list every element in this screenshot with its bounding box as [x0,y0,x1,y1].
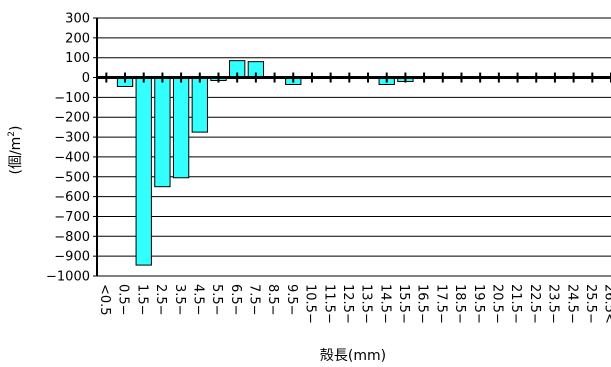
y-tick-label: −900 [54,250,90,265]
x-tick-label: 12.5− [340,284,355,324]
y-tick-label: 0 [82,71,90,86]
x-tick-label: 15.5− [396,284,411,324]
y-tick-label: −100 [54,91,90,106]
x-tick-label: 3.5− [172,284,187,316]
y-tick-label: −1000 [46,270,90,285]
y-tick-label: 200 [65,31,90,46]
y-tick-label: −500 [54,170,90,185]
y-tick-label: −700 [54,210,90,225]
x-tick-label: 5.5− [209,284,224,316]
y-axis-title-prefix: (個/m [8,137,24,175]
x-tick-label: 18.5− [452,284,467,324]
y-tick-label: 300 [65,12,90,27]
bar [154,77,171,188]
y-tick-label: −400 [54,150,90,165]
bars [116,60,414,266]
y-axis-title: (個/m2) [7,125,24,174]
x-tick-label: 10.5− [303,284,318,324]
y-tick-label: −600 [54,190,90,205]
x-tick-label: 6.5− [228,284,243,316]
x-tick-label: 1.5− [134,284,149,316]
bar [191,77,208,133]
x-tick-label: 4.5− [190,284,205,316]
x-tick-label: 23.5− [546,284,561,324]
x-tick-label: 24.5− [564,284,579,324]
y-tick-label: −800 [54,230,90,245]
x-tick-label: 2.5− [153,284,168,316]
x-tick-label: 21.5− [508,284,523,324]
y-axis-title-sup: 2 [7,131,17,137]
x-tick-label: 8.5− [265,284,280,316]
bar [172,77,190,179]
x-tick-label: 19.5− [471,284,486,324]
x-tick-label: 16.5− [415,284,430,324]
x-tick-label: 9.5− [284,284,299,316]
x-tick-label: 17.5− [433,284,448,324]
bar [135,77,152,266]
x-tick-label: 22.5− [527,284,542,324]
x-tick-label: 11.5− [321,284,336,324]
y-tick-label: −300 [54,131,90,146]
y-tick-label: −200 [54,111,90,126]
y-tick-label: 100 [65,51,90,66]
y-axis-title-suffix: ) [8,125,24,130]
x-tick-label: 25.5− [583,284,598,324]
x-tick-label: 20.5− [490,284,505,324]
y-axis: 300 200 100 0 −100 −200 −300 −400 −500 −600 −700 −8… [46,12,98,285]
x-axis-title: 殻長(mm) [320,348,386,364]
x-tick-label: 7.5− [247,284,262,316]
x-tick-label: 14.5− [377,284,392,324]
x-tick-label: 0.5− [116,284,131,316]
x-tick-labels: <0.5 0.5− 1.5− 2.5− 3.5− 4.5− 5.5− 6.5− 7.5− 8.5−… [97,284,611,324]
x-tick-label: 26.5< [602,284,611,324]
zero-line [97,72,611,83]
x-tick-label: 13.5− [359,284,374,324]
x-tick-label: <0.5 [97,284,112,316]
